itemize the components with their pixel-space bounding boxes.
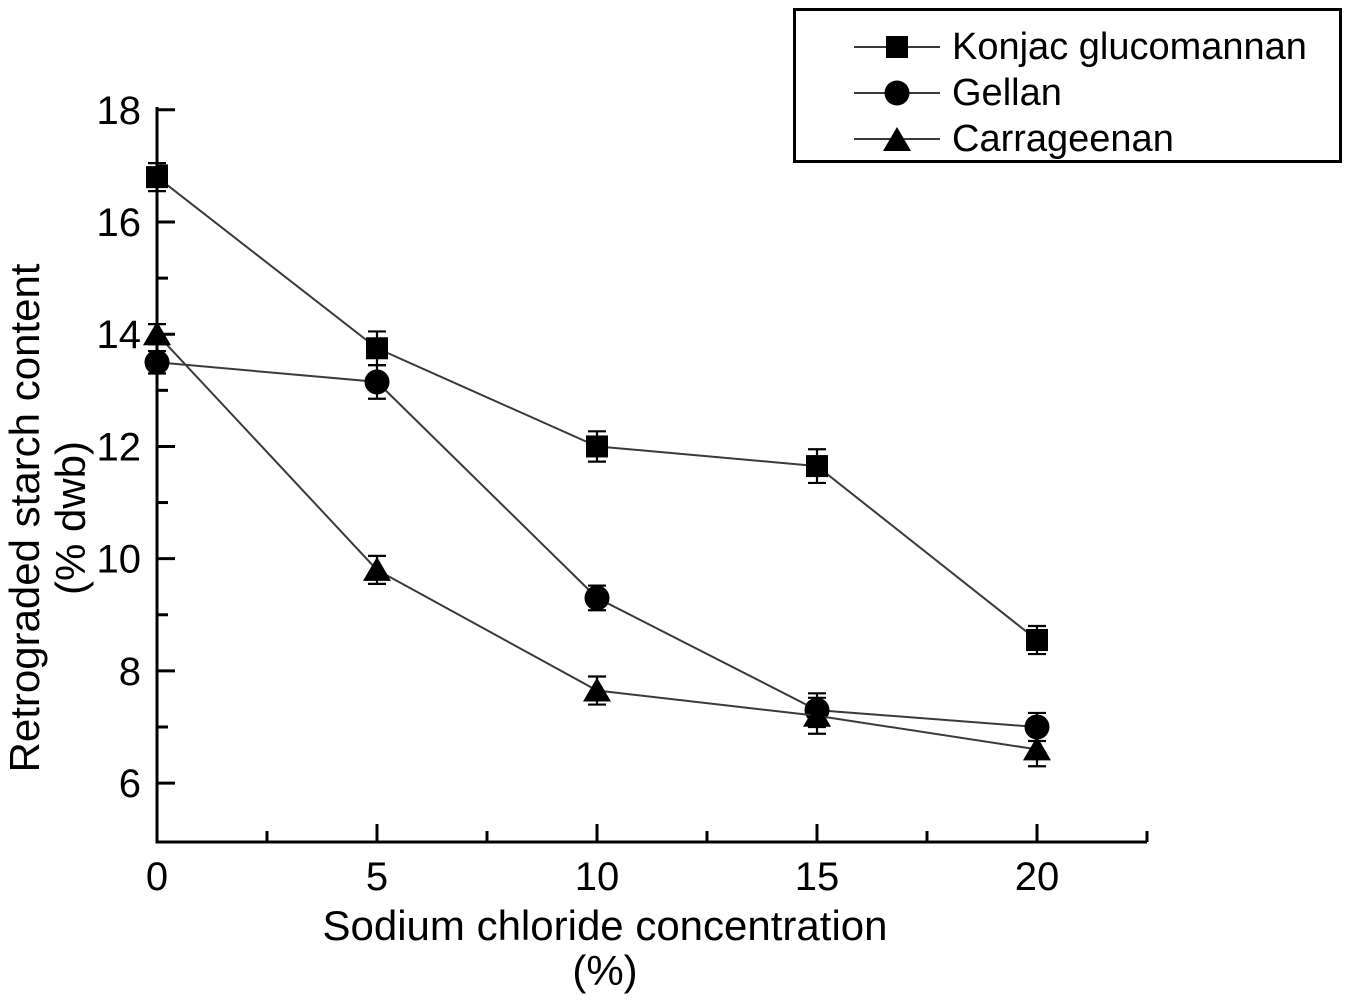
y-axis-title-line2: (% dwb)	[47, 440, 94, 596]
y-tick-label: 14	[97, 313, 142, 357]
legend-item-carrageenan: Carrageenan	[796, 116, 1339, 162]
data-point-square-konjac-glucomannan	[586, 435, 608, 458]
series-line-konjac-glucomannan	[156, 176, 1038, 641]
legend-key	[854, 125, 940, 153]
x-tick-label: 15	[795, 855, 840, 899]
y-tick-label: 12	[97, 425, 142, 469]
data-point-triangle-carrageenan	[803, 702, 831, 727]
y-axis-title-line1: Retrograded starch content	[1, 263, 48, 773]
data-point-triangle-carrageenan	[583, 677, 611, 702]
legend-label: Carrageenan	[952, 118, 1174, 160]
square-marker-icon	[886, 36, 908, 58]
triangle-marker-icon	[883, 127, 911, 151]
legend-label: Gellan	[952, 72, 1062, 114]
data-point-circle-gellan	[584, 585, 610, 611]
legend-label: Konjac glucomannan	[952, 26, 1307, 68]
y-tick-label: 8	[119, 650, 141, 694]
x-axis-title: Sodium chloride concentration (%)	[323, 903, 888, 993]
x-axis-title-line2: (%)	[572, 947, 638, 994]
data-point-triangle-carrageenan	[363, 556, 391, 581]
x-tick-label: 20	[1015, 855, 1060, 899]
data-point-square-konjac-glucomannan	[1026, 629, 1048, 652]
legend-key	[854, 79, 940, 107]
legend-key	[854, 33, 940, 61]
x-tick-label: 10	[575, 855, 620, 899]
x-tick-label: 5	[366, 855, 388, 899]
series-line-gellan	[156, 361, 1038, 728]
data-point-square-konjac-glucomannan	[366, 337, 388, 360]
data-point-square-konjac-glucomannan	[806, 455, 828, 478]
legend-item-gellan: Gellan	[796, 70, 1339, 116]
legend-item-konjac: Konjac glucomannan	[796, 24, 1339, 70]
x-axis-title-line1: Sodium chloride concentration	[322, 902, 888, 949]
y-tick-label: 16	[97, 201, 142, 245]
data-point-triangle-carrageenan	[1023, 736, 1051, 761]
data-point-circle-gellan	[144, 349, 170, 375]
data-point-square-konjac-glucomannan	[146, 166, 168, 189]
y-tick-label: 18	[97, 89, 142, 133]
legend: Konjac glucomannan Gellan Carrageenan	[793, 8, 1342, 163]
y-tick-label: 6	[119, 762, 141, 806]
data-point-triangle-carrageenan	[143, 321, 171, 346]
x-tick-label: 0	[146, 855, 168, 899]
data-point-circle-gellan	[364, 369, 390, 395]
circle-marker-icon	[884, 80, 910, 106]
y-tick-label: 10	[97, 538, 142, 582]
